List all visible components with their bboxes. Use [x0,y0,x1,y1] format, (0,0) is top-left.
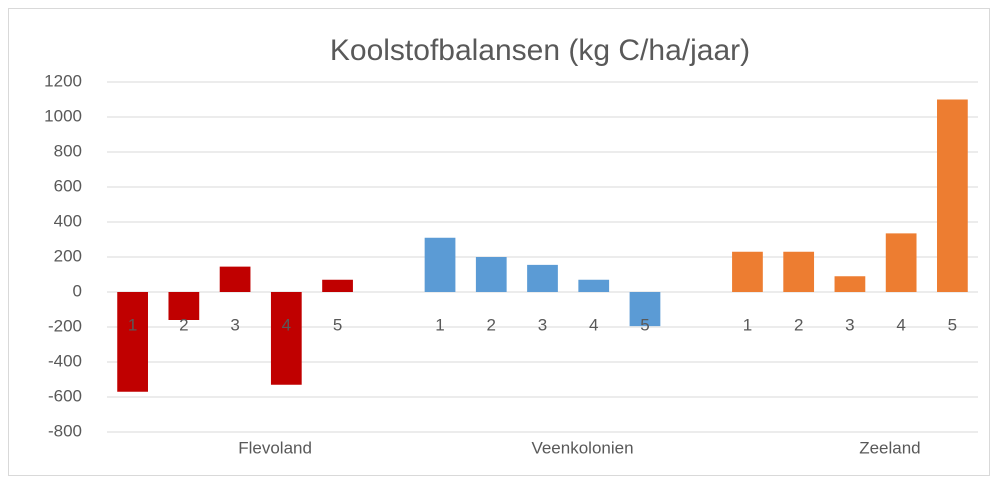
bar [578,279,610,292]
x-tick-label: 3 [230,315,239,334]
y-tick-label: -400 [48,351,82,370]
y-tick-label: -200 [48,316,82,335]
bar [885,233,917,292]
y-tick-label: -800 [48,421,82,440]
y-tick-label: -600 [48,386,82,405]
bar [424,237,456,292]
x-tick-label: 1 [435,315,444,334]
x-tick-label: 3 [845,315,854,334]
bar [475,257,507,292]
x-tick-label: 4 [282,315,291,334]
x-tick-label: 2 [794,315,803,334]
chart-title: Koolstofbalansen (kg C/ha/jaar) [330,34,750,67]
y-tick-label: 800 [54,141,82,160]
y-tick-label: 1000 [44,106,82,125]
bar [219,266,251,292]
x-tick-label: 5 [948,315,957,334]
x-tick-label: 1 [128,315,137,334]
y-tick-label: 600 [54,176,82,195]
x-tick-label: 5 [640,315,649,334]
y-tick-label: 1200 [44,71,82,90]
group-label: Flevoland [238,438,312,457]
y-tick-label: 200 [54,246,82,265]
bar [270,292,302,385]
x-tick-label: 4 [589,315,598,334]
bar [629,292,661,327]
y-tick-label: 400 [54,211,82,230]
x-tick-label: 3 [538,315,547,334]
bar [322,279,353,292]
x-tick-label: 5 [333,315,342,334]
x-tick-label: 1 [743,315,752,334]
bar [937,99,968,292]
x-tick-label: 2 [487,315,496,334]
bar [117,292,148,392]
x-tick-label: 2 [179,315,188,334]
bar [783,251,815,292]
group-label: Veenkolonien [531,438,633,457]
bar [834,276,866,292]
bar [527,264,558,292]
x-tick-label: 4 [896,315,905,334]
bar [732,251,763,292]
bar [168,292,200,320]
y-tick-label: 0 [73,281,82,300]
chart-border [8,8,990,476]
group-label: Zeeland [859,438,920,457]
